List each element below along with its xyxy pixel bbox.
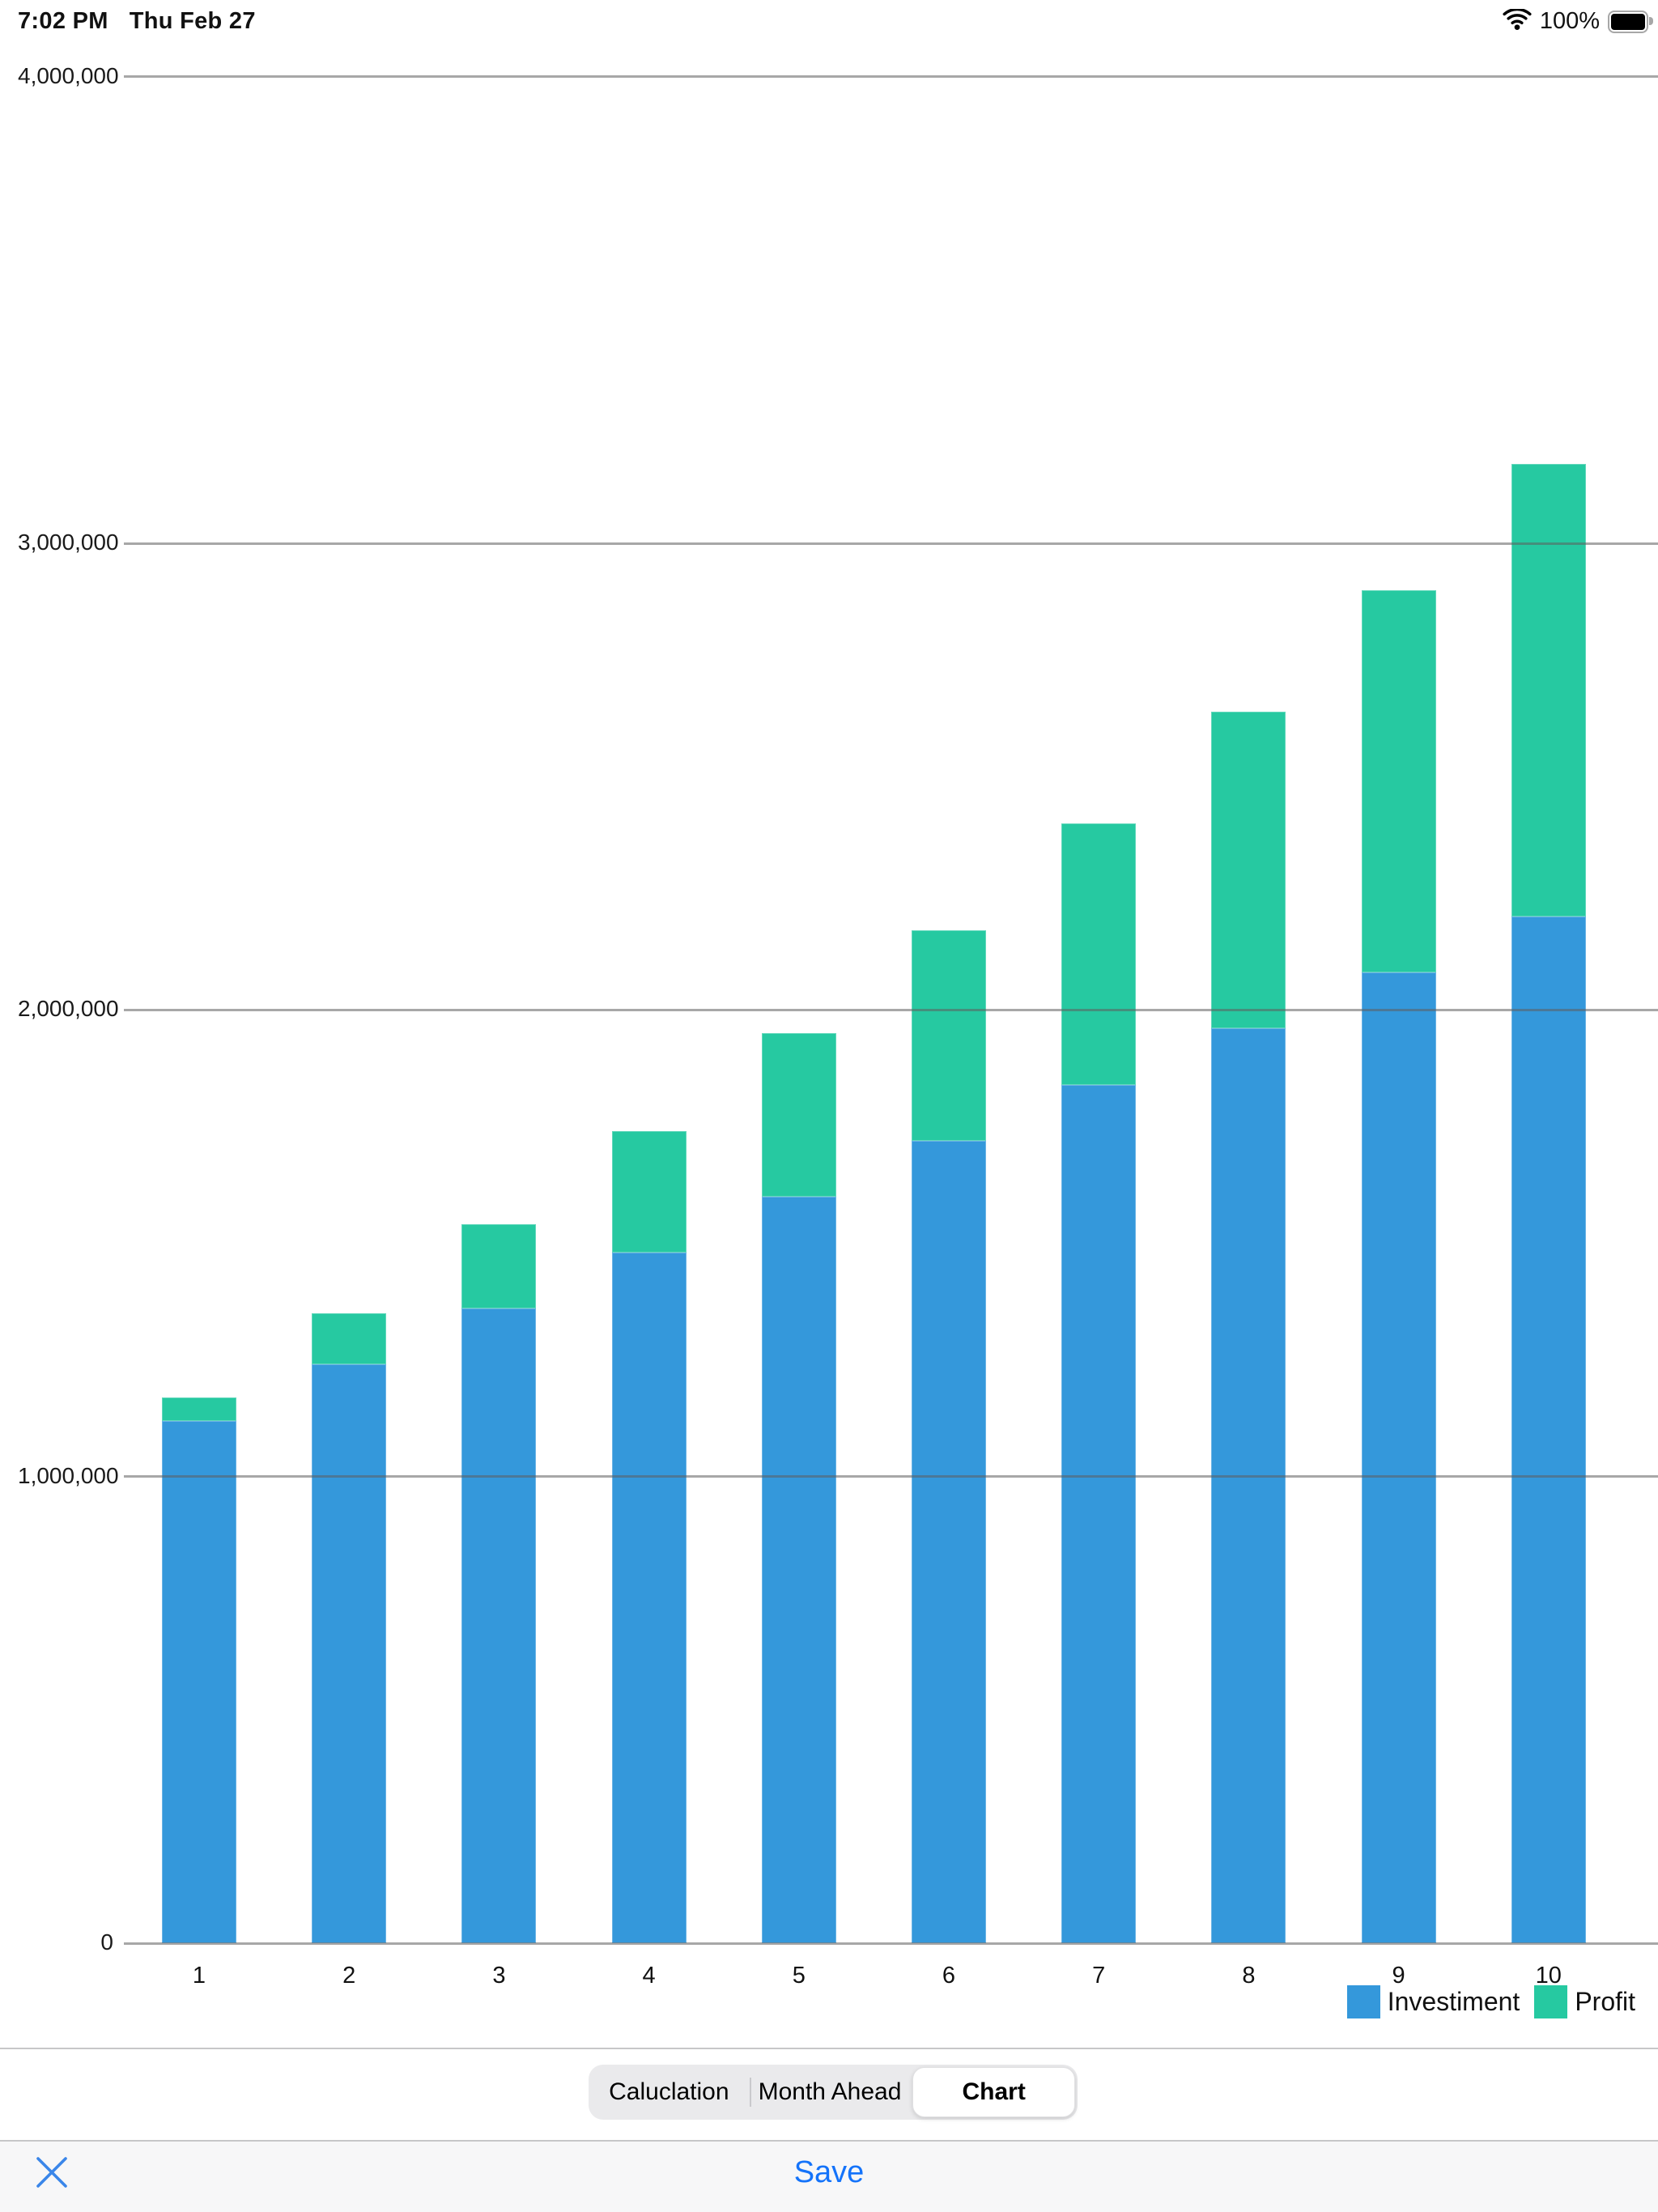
divider-above-toolbar: [0, 2140, 1658, 2142]
x-axis-tick-label: 4: [642, 1963, 656, 1989]
battery-percent: 100%: [1539, 8, 1600, 34]
x-axis-tick-label: 6: [942, 1963, 956, 1989]
stacked-bar-chart: 0 1,000,000 2,000,000 3,000,000 4,000,000 1 2 3…: [0, 44, 1658, 2048]
save-button[interactable]: Save: [793, 2155, 865, 2189]
tab-month-ahead[interactable]: Month Ahead: [749, 2065, 911, 2120]
y-axis-tick-label: 1,000,000: [18, 1462, 119, 1488]
bar-investment-segment: [1061, 1084, 1137, 1943]
tab-caluclation[interactable]: Caluclation: [609, 2078, 729, 2105]
legend-swatch-icon: [1346, 1985, 1380, 2018]
legend-swatch-icon: [1534, 1985, 1568, 2018]
y-axis-tick-label: 0: [100, 1929, 113, 1955]
gridline-4000000: [124, 75, 1658, 79]
bar-investment-segment: [1511, 917, 1586, 1943]
legend-item: Investiment: [1346, 1985, 1520, 2018]
x-axis-tick-label: 3: [492, 1963, 506, 1989]
tab-chart[interactable]: Chart: [912, 2067, 1076, 2117]
x-axis-tick-label: 7: [1092, 1963, 1106, 1989]
bar-profit-segment: [1511, 464, 1586, 917]
close-button[interactable]: [32, 2152, 71, 2193]
bar-profit-segment: [1361, 589, 1436, 973]
bar-investment-segment: [312, 1364, 387, 1943]
wifi-icon: [1503, 7, 1532, 35]
bar-profit-segment: [761, 1033, 836, 1197]
gridline-1000000: [124, 1475, 1658, 1478]
view-segmented-control: Caluclation Month Ahead Chart: [589, 2065, 1078, 2120]
x-axis-tick-label: 5: [792, 1963, 806, 1989]
legend-item: Profit: [1534, 1985, 1635, 2018]
y-axis-tick-label: 4,000,000: [18, 62, 119, 88]
status-time-date: 7:02 PM Thu Feb 27: [18, 8, 256, 35]
status-bar: 7:02 PM Thu Feb 27 100%: [0, 0, 1658, 44]
bar-profit-segment: [611, 1131, 687, 1253]
legend-label: Investiment: [1387, 1987, 1520, 2016]
bar-profit-segment: [461, 1224, 537, 1309]
bar-profit-segment: [1061, 823, 1137, 1085]
bar-investment-segment: [761, 1196, 836, 1943]
x-axis-tick-label: 8: [1242, 1963, 1256, 1989]
battery-icon: [1608, 10, 1653, 33]
bar-profit-segment: [312, 1312, 387, 1365]
divider-above-tabs: [0, 2048, 1658, 2049]
x-axis-tick-label: 1: [192, 1963, 206, 1989]
bottom-toolbar: [0, 2142, 1658, 2212]
gridline-0: [124, 1942, 1658, 1945]
bar-investment-segment: [912, 1140, 986, 1943]
bar-profit-segment: [912, 930, 986, 1141]
bar-profit-segment: [1211, 711, 1286, 1029]
bar-investment-segment: [1361, 972, 1436, 1943]
gridline-3000000: [124, 542, 1658, 545]
segment-divider: [749, 2078, 751, 2107]
bar-investment-segment: [611, 1253, 687, 1943]
legend-label: Profit: [1575, 1987, 1635, 2016]
chart-legend: Investiment Profit: [1346, 1985, 1635, 2018]
y-axis-tick-label: 3,000,000: [18, 530, 119, 555]
bar-investment-segment: [162, 1420, 236, 1943]
x-axis-tick-label: 10: [1535, 1963, 1562, 1989]
status-date: Thu Feb 27: [129, 8, 256, 34]
bar-profit-segment: [162, 1397, 236, 1421]
y-axis-tick-label: 2,000,000: [18, 996, 119, 1022]
bar-investment-segment: [461, 1308, 537, 1943]
status-time: 7:02 PM: [18, 8, 108, 34]
x-axis-tick-label: 2: [342, 1963, 356, 1989]
close-x-icon: [32, 2157, 71, 2196]
gridline-2000000: [124, 1008, 1658, 1011]
bar-investment-segment: [1211, 1028, 1286, 1943]
x-axis-tick-label: 9: [1392, 1963, 1405, 1989]
